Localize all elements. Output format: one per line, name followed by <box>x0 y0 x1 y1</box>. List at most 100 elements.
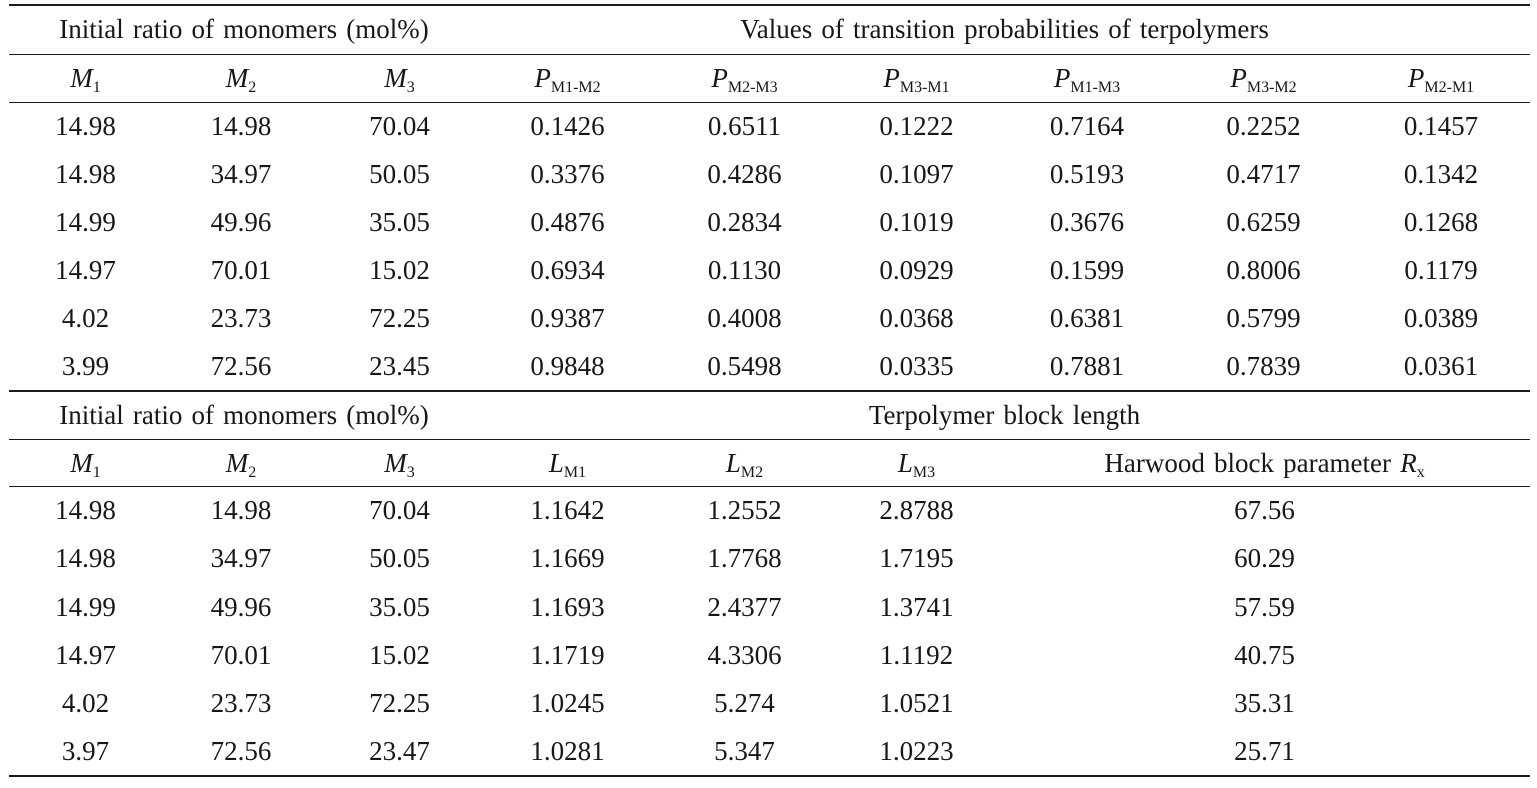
table-row: 14.99 49.96 35.05 1.1693 2.4377 1.3741 57.59 <box>9 583 1530 631</box>
table-cell: 0.2834 <box>707 207 782 238</box>
table-cell: 14.99 <box>55 207 116 238</box>
table-cell: 0.9387 <box>530 303 605 334</box>
table1-body: 14.98 14.98 70.04 0.1426 0.6511 0.1222 0.7164 0… <box>9 102 1530 391</box>
table-cell: 4.02 <box>61 303 110 334</box>
table2-column-header-row: M1 M2 M3 LM1 LM2 LM3 Harwood block param… <box>8 439 1530 487</box>
table-row: 3.99 72.56 23.45 0.9848 0.5498 0.0335 0.7881 0.… <box>9 343 1530 392</box>
table-cell: 0.5799 <box>1226 303 1301 334</box>
table-cell: 0.1097 <box>879 159 954 190</box>
table-cell: 1.2552 <box>707 495 782 526</box>
table-cell: 67.56 <box>1234 495 1295 526</box>
table-cell: 14.97 <box>55 639 116 670</box>
table-cell: 0.5193 <box>1049 159 1125 190</box>
table-cell: 57.59 <box>1234 591 1295 622</box>
table-row: 14.98 14.98 70.04 1.1642 1.2552 2.8788 67.56 <box>9 486 1530 535</box>
transition-probabilities-table: Initial ratio of monomers (mol%) Values … <box>8 3 1530 393</box>
col-header-l-m1: LM1 <box>479 439 656 487</box>
table-cell: 70.01 <box>210 255 272 286</box>
table-cell: 0.8006 <box>1226 255 1301 286</box>
table-row: 14.97 70.01 15.02 0.6934 0.1130 0.0929 0.1599 0… <box>9 247 1530 295</box>
table-row: 4.02 23.73 72.25 0.9387 0.4008 0.0368 0.6381 0.… <box>9 295 1530 343</box>
harwood-label: Harwood block parameter <box>1104 447 1401 478</box>
table-cell: 70.04 <box>369 495 430 526</box>
col-header-p-m1-m3: PM1-M3 <box>999 54 1175 103</box>
table-cell: 4.3306 <box>707 639 782 670</box>
table-row: 14.97 70.01 15.02 1.1719 4.3306 1.1192 40.75 <box>9 631 1530 679</box>
table-cell: 23.47 <box>369 735 430 766</box>
table-row: 14.98 34.97 50.05 0.3376 0.4286 0.1097 0.5193 0… <box>9 151 1530 199</box>
table-cell: 50.05 <box>369 159 430 190</box>
table2-body: 14.98 14.98 70.04 1.1642 1.2552 2.8788 67.56 14… <box>9 486 1530 776</box>
table-cell: 0.6934 <box>530 255 605 286</box>
table-cell: 34.97 <box>210 159 272 190</box>
table-cell: 4.02 <box>61 687 110 718</box>
table-cell: 1.1719 <box>530 639 605 670</box>
table-cell: 72.25 <box>369 303 430 334</box>
table-cell: 1.1693 <box>530 591 605 622</box>
block-length-table: Initial ratio of monomers (mol%) Terpoly… <box>8 392 1530 778</box>
table-cell: 0.2252 <box>1226 111 1301 142</box>
table1-group-header-initial-ratio: Initial ratio of monomers (mol%) <box>8 4 480 55</box>
table1-group-header-row: Initial ratio of monomers (mol%) Values … <box>8 4 1530 55</box>
table-cell: 35.05 <box>369 591 430 622</box>
table-cell: 0.7164 <box>1049 111 1125 142</box>
col-header-p-m3-m2: PM3-M2 <box>1174 54 1353 103</box>
table-cell: 25.71 <box>1234 735 1295 766</box>
table-cell: 2.4377 <box>707 591 782 622</box>
table-row: 14.99 49.96 35.05 0.4876 0.2834 0.1019 0.3676 0… <box>9 199 1530 247</box>
table-cell: 34.97 <box>210 543 272 574</box>
col-header-m2: M2 <box>162 54 320 103</box>
table-cell: 0.1457 <box>1403 111 1479 142</box>
table-cell: 0.0368 <box>879 303 954 334</box>
table-cell: 1.1669 <box>530 543 605 574</box>
table-cell: 0.4008 <box>707 303 782 334</box>
col-header-m1: M1 <box>8 439 163 487</box>
table-cell: 1.0281 <box>530 735 605 766</box>
table-cell: 35.05 <box>369 207 430 238</box>
table-row: 4.02 23.73 72.25 1.0245 5.274 1.0521 35.31 <box>9 679 1530 727</box>
col-header-m3: M3 <box>319 439 480 487</box>
table-cell: 0.1268 <box>1403 207 1479 238</box>
table-cell: 72.56 <box>210 735 272 766</box>
table-cell: 15.02 <box>369 255 430 286</box>
table-cell: 2.8788 <box>879 495 954 526</box>
table-cell: 14.98 <box>55 111 116 142</box>
table-cell: 14.98 <box>55 159 116 190</box>
table-cell: 60.29 <box>1234 543 1295 574</box>
table-cell: 23.73 <box>210 687 272 718</box>
table-cell: 5.274 <box>714 687 775 718</box>
table-cell: 72.56 <box>210 350 272 381</box>
table-cell: 0.0929 <box>879 255 954 286</box>
col-header-p-m2-m1: PM2-M1 <box>1352 54 1530 103</box>
table-cell: 0.0335 <box>879 350 954 381</box>
col-header-p-m1-m2: PM1-M2 <box>479 54 656 103</box>
table-cell: 0.1179 <box>1404 255 1478 286</box>
table-cell: 0.1426 <box>530 111 605 142</box>
col-header-harwood-block-parameter: Harwood block parameter Rx <box>999 439 1530 487</box>
table-cell: 0.1222 <box>879 111 954 142</box>
table-cell: 72.25 <box>369 687 430 718</box>
table-cell: 0.7839 <box>1226 350 1301 381</box>
table-cell: 0.3676 <box>1049 207 1125 238</box>
table-cell: 50.05 <box>369 543 430 574</box>
table-cell: 0.1342 <box>1403 159 1479 190</box>
col-header-p-m3-m1: PM3-M1 <box>833 54 1000 103</box>
table-cell: 1.7195 <box>879 543 954 574</box>
table-cell: 0.1599 <box>1049 255 1125 286</box>
table-cell: 70.01 <box>210 639 272 670</box>
table-cell: 1.0223 <box>879 735 954 766</box>
table-cell: 0.4286 <box>707 159 782 190</box>
table-cell: 49.96 <box>210 591 272 622</box>
table-cell: 1.3741 <box>879 591 954 622</box>
table-cell: 0.6381 <box>1049 303 1125 334</box>
table-cell: 0.4717 <box>1226 159 1301 190</box>
table-cell: 0.1130 <box>707 255 782 286</box>
col-header-m3: M3 <box>319 54 480 103</box>
table-row: 14.98 14.98 70.04 0.1426 0.6511 0.1222 0.7164 0… <box>9 102 1530 150</box>
table-cell: 14.98 <box>210 111 272 142</box>
table-cell: 70.04 <box>369 111 430 142</box>
table-cell: 1.1642 <box>530 495 605 526</box>
table-cell: 14.99 <box>55 591 116 622</box>
table-cell: 1.1192 <box>879 639 954 670</box>
table-cell: 49.96 <box>210 207 272 238</box>
